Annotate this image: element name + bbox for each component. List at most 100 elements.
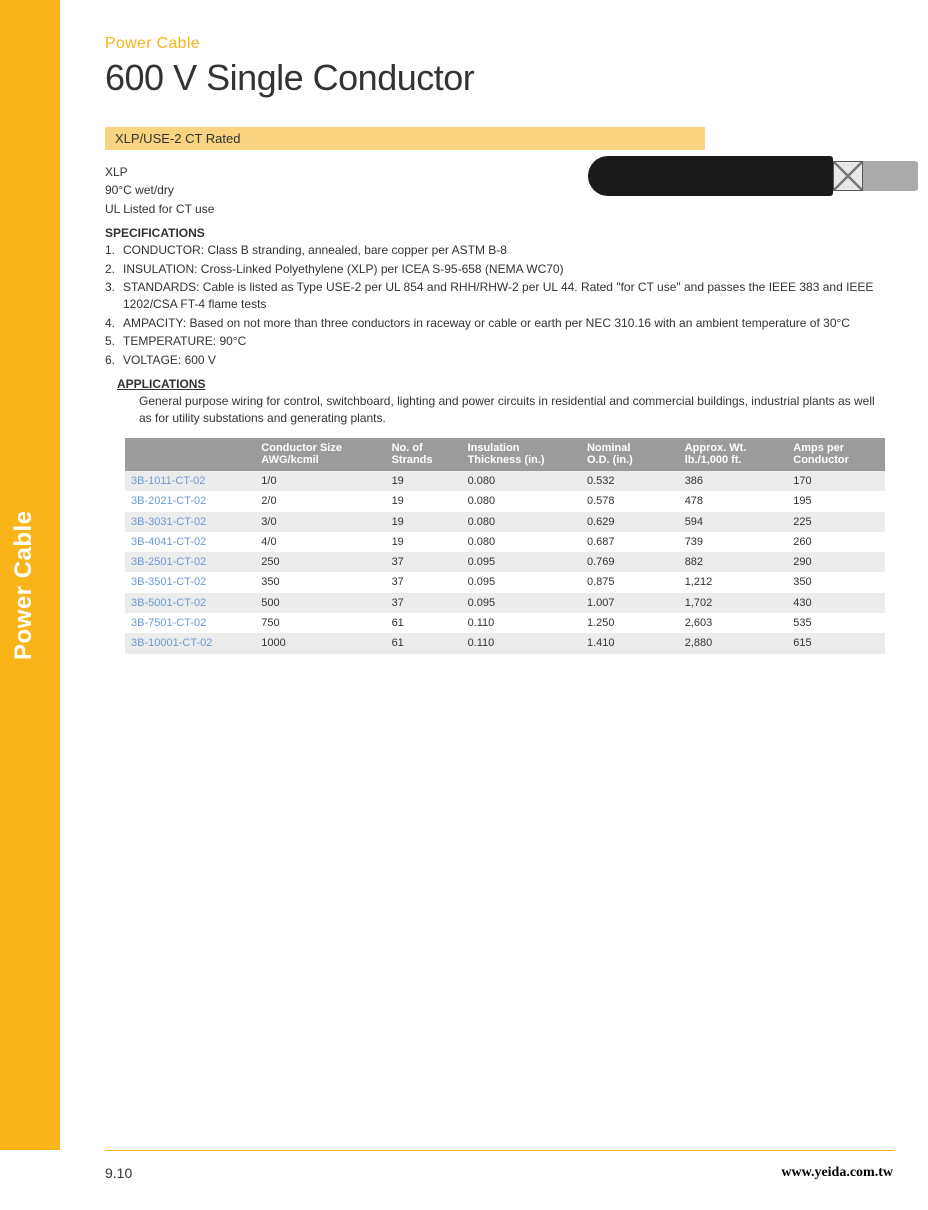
product-badge: XLP/USE-2 CT Rated xyxy=(105,127,705,150)
applications-heading: APPLICATIONS xyxy=(117,377,895,391)
table-header: NominalO.D. (in.) xyxy=(581,438,679,471)
table-cell: 0.687 xyxy=(581,532,679,552)
table-cell: 37 xyxy=(386,552,462,572)
table-cell: 1000 xyxy=(255,633,385,653)
table-row: 3B-2021-CT-022/0190.0800.578478195 xyxy=(125,491,885,511)
table-cell: 0.532 xyxy=(581,471,679,491)
info-line: UL Listed for CT use xyxy=(105,201,895,218)
table-cell: 3/0 xyxy=(255,512,385,532)
spec-item: 6.VOLTAGE: 600 V xyxy=(105,352,895,369)
spec-text: TEMPERATURE: 90°C xyxy=(123,333,246,350)
table-row: 3B-7501-CT-02750610.1101.2502,603535 xyxy=(125,613,885,633)
specs-heading: SPECIFICATIONS xyxy=(105,226,895,240)
table-cell: 195 xyxy=(787,491,885,511)
table-header: Amps perConductor xyxy=(787,438,885,471)
table-cell: 19 xyxy=(386,532,462,552)
spec-item: 2.INSULATION: Cross-Linked Polyethylene … xyxy=(105,261,895,278)
table-cell: 2,880 xyxy=(679,633,788,653)
footer-url: www.yeida.com.tw xyxy=(781,1165,893,1181)
table-cell: 739 xyxy=(679,532,788,552)
table-cell: 0.875 xyxy=(581,572,679,592)
spec-num: 5. xyxy=(105,333,123,350)
spec-table-wrap: Conductor SizeAWG/kcmil No. ofStrands In… xyxy=(125,438,885,654)
spec-num: 1. xyxy=(105,242,123,259)
spec-num: 4. xyxy=(105,315,123,332)
table-cell: 1.007 xyxy=(581,593,679,613)
cable-strands-icon xyxy=(863,161,918,191)
table-cell: 1.410 xyxy=(581,633,679,653)
cable-jacket-icon xyxy=(588,156,833,196)
spec-text: AMPACITY: Based on not more than three c… xyxy=(123,315,850,332)
part-number-cell: 3B-3501-CT-02 xyxy=(125,572,255,592)
table-cell: 0.629 xyxy=(581,512,679,532)
table-cell: 1.250 xyxy=(581,613,679,633)
table-cell: 4/0 xyxy=(255,532,385,552)
table-cell: 1,212 xyxy=(679,572,788,592)
table-cell: 0.110 xyxy=(462,613,581,633)
spec-item: 5.TEMPERATURE: 90°C xyxy=(105,333,895,350)
table-cell: 882 xyxy=(679,552,788,572)
table-cell: 350 xyxy=(787,572,885,592)
cable-crosssection-icon xyxy=(833,161,863,191)
table-cell: 61 xyxy=(386,613,462,633)
table-row: 3B-10001-CT-021000610.1101.4102,880615 xyxy=(125,633,885,653)
table-cell: 0.095 xyxy=(462,572,581,592)
table-cell: 0.080 xyxy=(462,471,581,491)
table-cell: 0.080 xyxy=(462,491,581,511)
part-number-cell: 3B-2501-CT-02 xyxy=(125,552,255,572)
sidebar-label: Power Cable xyxy=(10,510,38,660)
table-cell: 19 xyxy=(386,491,462,511)
table-cell: 0.095 xyxy=(462,593,581,613)
spec-num: 3. xyxy=(105,279,123,314)
spec-num: 2. xyxy=(105,261,123,278)
table-cell: 350 xyxy=(255,572,385,592)
table-body: 3B-1011-CT-021/0190.0800.5323861703B-202… xyxy=(125,471,885,654)
table-cell: 170 xyxy=(787,471,885,491)
table-cell: 19 xyxy=(386,471,462,491)
table-row: 3B-3501-CT-02350370.0950.8751,212350 xyxy=(125,572,885,592)
part-number-cell: 3B-5001-CT-02 xyxy=(125,593,255,613)
table-header xyxy=(125,438,255,471)
table-cell: 386 xyxy=(679,471,788,491)
category-label: Power Cable xyxy=(105,35,895,53)
spec-table: Conductor SizeAWG/kcmil No. ofStrands In… xyxy=(125,438,885,654)
part-number-cell: 3B-7501-CT-02 xyxy=(125,613,255,633)
table-cell: 0.080 xyxy=(462,512,581,532)
page-number: 9.10 xyxy=(105,1165,132,1181)
table-cell: 0.769 xyxy=(581,552,679,572)
table-cell: 594 xyxy=(679,512,788,532)
spec-text: STANDARDS: Cable is listed as Type USE-2… xyxy=(123,279,895,314)
sidebar: Power Cable xyxy=(0,0,60,1150)
spec-item: 3.STANDARDS: Cable is listed as Type USE… xyxy=(105,279,895,314)
table-cell: 615 xyxy=(787,633,885,653)
table-header: InsulationThickness (in.) xyxy=(462,438,581,471)
table-row: 3B-5001-CT-02500370.0951.0071,702430 xyxy=(125,593,885,613)
table-cell: 37 xyxy=(386,572,462,592)
specs-list: 1.CONDUCTOR: Class B stranding, annealed… xyxy=(105,242,895,369)
part-number-cell: 3B-2021-CT-02 xyxy=(125,491,255,511)
table-header-row: Conductor SizeAWG/kcmil No. ofStrands In… xyxy=(125,438,885,471)
table-cell: 260 xyxy=(787,532,885,552)
table-cell: 0.080 xyxy=(462,532,581,552)
page-title: 600 V Single Conductor xyxy=(105,57,895,99)
content-area: Power Cable 600 V Single Conductor XLP/U… xyxy=(105,35,895,654)
table-header: No. ofStrands xyxy=(386,438,462,471)
table-cell: 250 xyxy=(255,552,385,572)
table-cell: 500 xyxy=(255,593,385,613)
table-header: Conductor SizeAWG/kcmil xyxy=(255,438,385,471)
table-cell: 290 xyxy=(787,552,885,572)
table-row: 3B-3031-CT-023/0190.0800.629594225 xyxy=(125,512,885,532)
table-cell: 1/0 xyxy=(255,471,385,491)
part-number-cell: 3B-10001-CT-02 xyxy=(125,633,255,653)
spec-text: CONDUCTOR: Class B stranding, annealed, … xyxy=(123,242,507,259)
part-number-cell: 3B-4041-CT-02 xyxy=(125,532,255,552)
table-cell: 61 xyxy=(386,633,462,653)
table-header: Approx. Wt.lb./1,000 ft. xyxy=(679,438,788,471)
table-cell: 430 xyxy=(787,593,885,613)
table-row: 3B-4041-CT-024/0190.0800.687739260 xyxy=(125,532,885,552)
spec-num: 6. xyxy=(105,352,123,369)
table-cell: 0.095 xyxy=(462,552,581,572)
table-cell: 37 xyxy=(386,593,462,613)
spec-text: INSULATION: Cross-Linked Polyethylene (X… xyxy=(123,261,564,278)
table-cell: 0.578 xyxy=(581,491,679,511)
